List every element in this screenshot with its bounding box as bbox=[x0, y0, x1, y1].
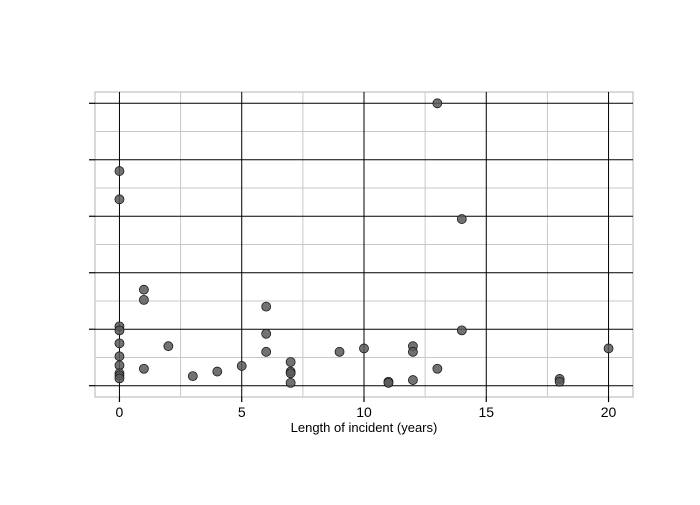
data-point bbox=[285, 357, 296, 367]
data-point bbox=[139, 363, 149, 374]
data-point bbox=[432, 363, 443, 374]
data-point bbox=[114, 351, 125, 362]
data-point bbox=[114, 338, 125, 349]
data-point bbox=[261, 328, 272, 339]
data-point bbox=[432, 98, 443, 109]
x-tick-label: 5 bbox=[238, 404, 246, 420]
data-point bbox=[261, 346, 272, 357]
data-point bbox=[212, 366, 223, 377]
data-point bbox=[603, 343, 614, 354]
data-point bbox=[163, 341, 174, 352]
data-point bbox=[114, 166, 125, 176]
x-tick-label: 15 bbox=[478, 404, 494, 420]
data-point bbox=[408, 346, 418, 357]
x-tick-label: 0 bbox=[116, 404, 124, 420]
data-point bbox=[114, 194, 125, 205]
x-tick-label: 10 bbox=[356, 404, 372, 420]
data-point bbox=[456, 325, 467, 336]
data-point bbox=[285, 368, 296, 379]
data-point bbox=[114, 373, 125, 384]
x-tick-label: 20 bbox=[601, 404, 617, 420]
data-point bbox=[139, 294, 149, 305]
x-axis-label: Length of incident (years) bbox=[291, 420, 438, 435]
data-point bbox=[236, 361, 247, 371]
data-point bbox=[408, 375, 418, 385]
data-point bbox=[139, 284, 149, 295]
axes: 0 5 10 15 20 bbox=[89, 102, 617, 420]
data-point bbox=[456, 214, 467, 224]
data-point bbox=[187, 371, 198, 382]
data-point bbox=[285, 377, 296, 388]
data-point bbox=[261, 301, 272, 312]
data-points bbox=[114, 98, 614, 388]
data-point bbox=[383, 377, 394, 388]
data-point bbox=[554, 376, 565, 387]
data-point bbox=[359, 343, 369, 354]
data-point bbox=[114, 325, 125, 336]
data-point bbox=[334, 346, 345, 357]
